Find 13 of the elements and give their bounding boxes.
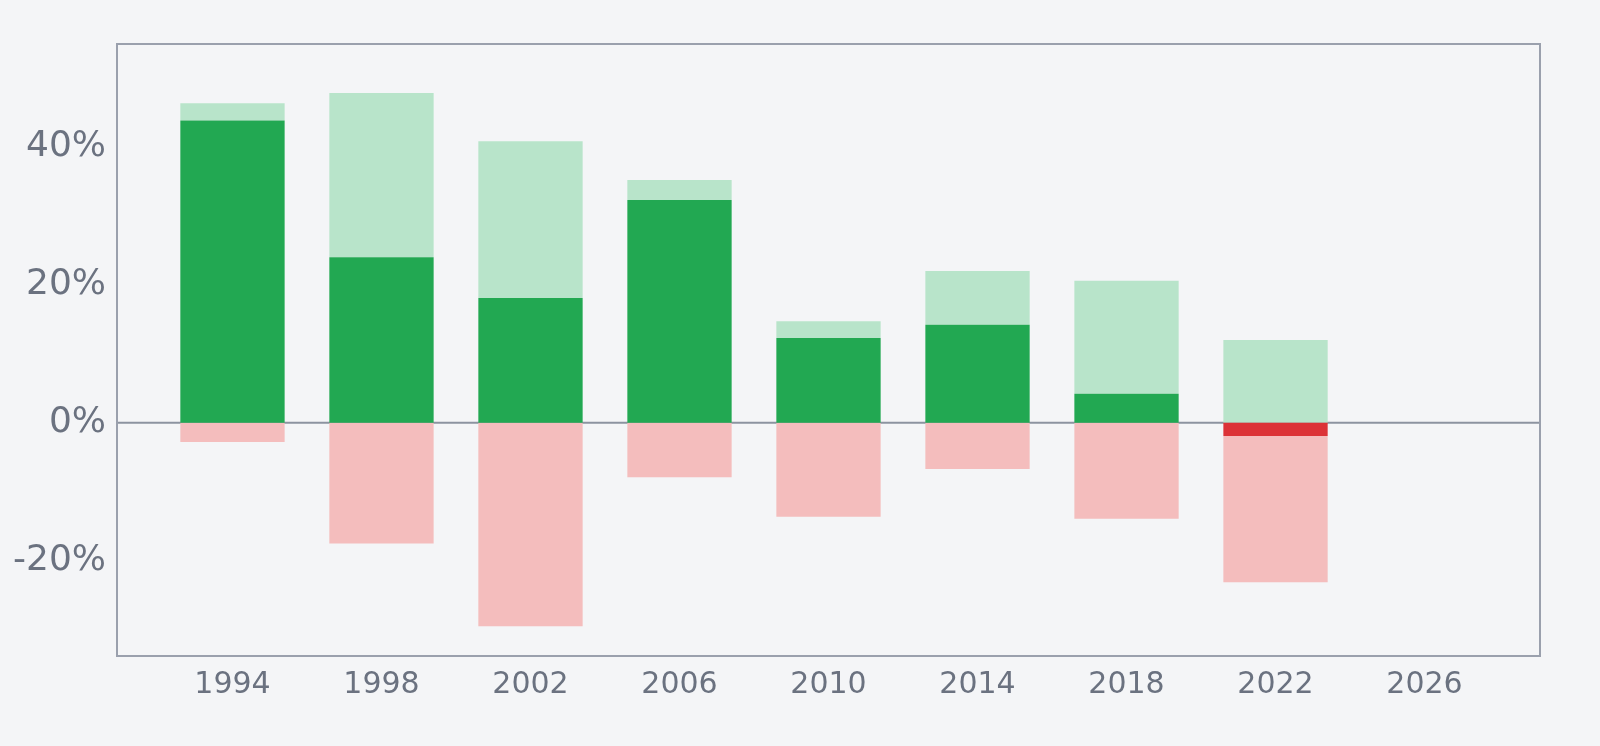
x-tick-label: 1994 [194, 664, 271, 700]
x-tick-label: 2002 [492, 664, 569, 700]
x-tick-label: 2006 [641, 664, 718, 700]
x-tick-label: 2018 [1088, 664, 1165, 700]
y-tick-label: 20% [25, 261, 107, 303]
y-tick-label: 0% [48, 399, 107, 441]
y-tick-label: 40% [25, 123, 107, 165]
x-tick-label: 1998 [343, 664, 420, 700]
y-tick-label: -20% [12, 537, 107, 579]
x-tick-label: 2022 [1237, 664, 1314, 700]
x-tick-label: 2010 [790, 664, 867, 700]
x-tick-label: 2014 [939, 664, 1016, 700]
x-tick-label: 2026 [1386, 664, 1463, 700]
